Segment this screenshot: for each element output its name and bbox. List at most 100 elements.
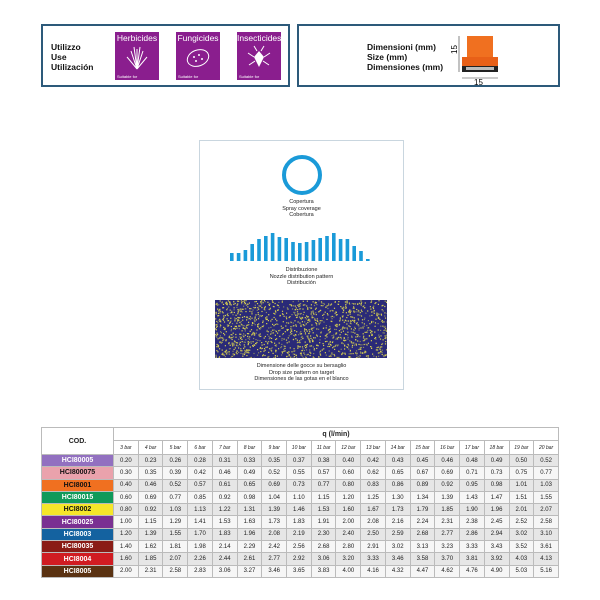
drop-dot — [324, 335, 326, 337]
drop-dot — [326, 333, 328, 335]
drop-dot — [385, 341, 387, 343]
drop-dot — [320, 332, 322, 334]
drop-dot — [309, 319, 311, 321]
drop-dot — [295, 309, 297, 311]
drop-dot — [244, 300, 246, 302]
flow-value: 0.73 — [483, 466, 510, 480]
drop-dot — [266, 329, 268, 331]
drop-dot — [224, 329, 226, 331]
drop-dot — [276, 304, 278, 306]
drop-dot — [357, 318, 359, 320]
drop-dot — [243, 347, 245, 349]
insecticides-icon: Insecticides Suitable for — [237, 32, 281, 80]
drop-dot — [332, 310, 334, 312]
drop-dot — [244, 349, 246, 351]
drop-dot — [239, 309, 241, 311]
drop-dot — [300, 318, 302, 320]
drop-dot — [255, 319, 257, 321]
drop-dot — [311, 339, 313, 341]
drop-dot — [242, 355, 244, 357]
drop-dot — [245, 316, 247, 318]
drop-dot — [323, 302, 325, 305]
drop-dot — [247, 349, 249, 351]
flow-value: 1.90 — [459, 503, 485, 517]
drop-dot — [345, 303, 347, 306]
drop-dot — [261, 315, 263, 317]
drop-dot — [273, 312, 275, 314]
drop-dot — [384, 343, 387, 345]
drop-dot — [356, 354, 358, 356]
drop-dot — [302, 314, 304, 316]
drop-dot — [320, 301, 323, 303]
flow-value: 0.77 — [533, 466, 559, 480]
flow-value: 0.40 — [113, 478, 139, 492]
drop-dot — [307, 353, 309, 355]
drop-dot — [258, 352, 260, 354]
drop-dot — [329, 327, 331, 329]
drop-dot — [363, 325, 365, 327]
drop-dot — [313, 326, 315, 329]
drop-dot — [318, 357, 320, 358]
drop-dot — [275, 349, 277, 351]
drop-dot — [245, 350, 247, 352]
drop-dot — [375, 302, 377, 304]
drop-dot — [259, 328, 261, 330]
drop-dot — [237, 345, 239, 347]
usage-labels: Utilizzo Use Utilización — [51, 42, 94, 72]
flow-value: 1.47 — [483, 490, 510, 505]
flow-value: 2.00 — [335, 515, 362, 529]
drop-dot — [223, 315, 225, 317]
drop-dot — [376, 312, 378, 314]
flow-value: 3.61 — [533, 540, 559, 554]
drop-dot — [233, 303, 235, 305]
flow-value: 0.40 — [335, 453, 362, 468]
drop-dot — [274, 302, 276, 305]
drop-dot — [320, 331, 322, 333]
drop-dot — [347, 336, 349, 338]
drop-dot — [277, 323, 279, 325]
drop-dot — [273, 329, 275, 331]
flow-value: 1.04 — [261, 490, 288, 505]
drop-dot — [268, 335, 270, 337]
drop-dot — [218, 304, 220, 306]
caption-es: Distribución — [287, 280, 316, 286]
drop-dot — [322, 314, 324, 316]
drop-dot — [225, 353, 227, 355]
drop-dot — [268, 304, 270, 306]
drop-dot — [318, 356, 320, 358]
drop-dot — [244, 341, 246, 343]
drop-dot — [350, 320, 352, 323]
drop-dot — [254, 316, 256, 318]
distribution-bar — [345, 239, 350, 261]
drop-dot — [232, 350, 234, 352]
drop-dot — [319, 339, 321, 341]
drop-dot — [239, 341, 241, 343]
drop-dot — [364, 352, 366, 354]
drop-dot — [375, 356, 377, 358]
drop-dot — [300, 336, 302, 338]
drop-dot — [370, 346, 373, 348]
drop-dot — [287, 352, 289, 354]
drop-dot — [215, 328, 217, 330]
drop-dot — [365, 355, 368, 357]
table-row: HCI800075 0.30 0.35 0.39 0.42 0.46 0.49 0.52 0.5… — [41, 466, 559, 480]
drop-dot — [247, 306, 249, 308]
drop-dot — [300, 352, 302, 354]
drop-dot — [292, 353, 294, 355]
drop-dot — [266, 342, 268, 344]
drop-dot — [257, 307, 259, 309]
flow-value: 2.31 — [434, 515, 461, 529]
drop-dot — [267, 331, 269, 333]
drop-dot — [305, 329, 307, 331]
drop-dot — [239, 336, 241, 338]
flow-value: 0.42 — [187, 466, 213, 480]
drop-dot — [299, 346, 301, 348]
drop-dot — [220, 342, 222, 344]
distribution-pattern — [230, 233, 370, 261]
drop-dot — [216, 320, 218, 323]
drop-dot — [364, 302, 366, 304]
drop-dot — [372, 311, 374, 313]
flow-value: 4.13 — [533, 552, 559, 566]
drop-dot — [300, 325, 302, 327]
flow-value: 0.50 — [508, 453, 535, 468]
